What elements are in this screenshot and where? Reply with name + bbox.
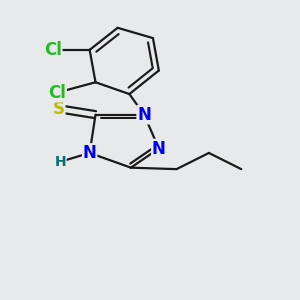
Text: S: S: [53, 100, 65, 118]
Text: N: N: [137, 106, 151, 124]
Text: N: N: [152, 140, 166, 158]
Text: N: N: [83, 144, 97, 162]
Text: H: H: [54, 155, 66, 169]
Text: Cl: Cl: [44, 41, 62, 59]
Text: Cl: Cl: [48, 84, 66, 102]
